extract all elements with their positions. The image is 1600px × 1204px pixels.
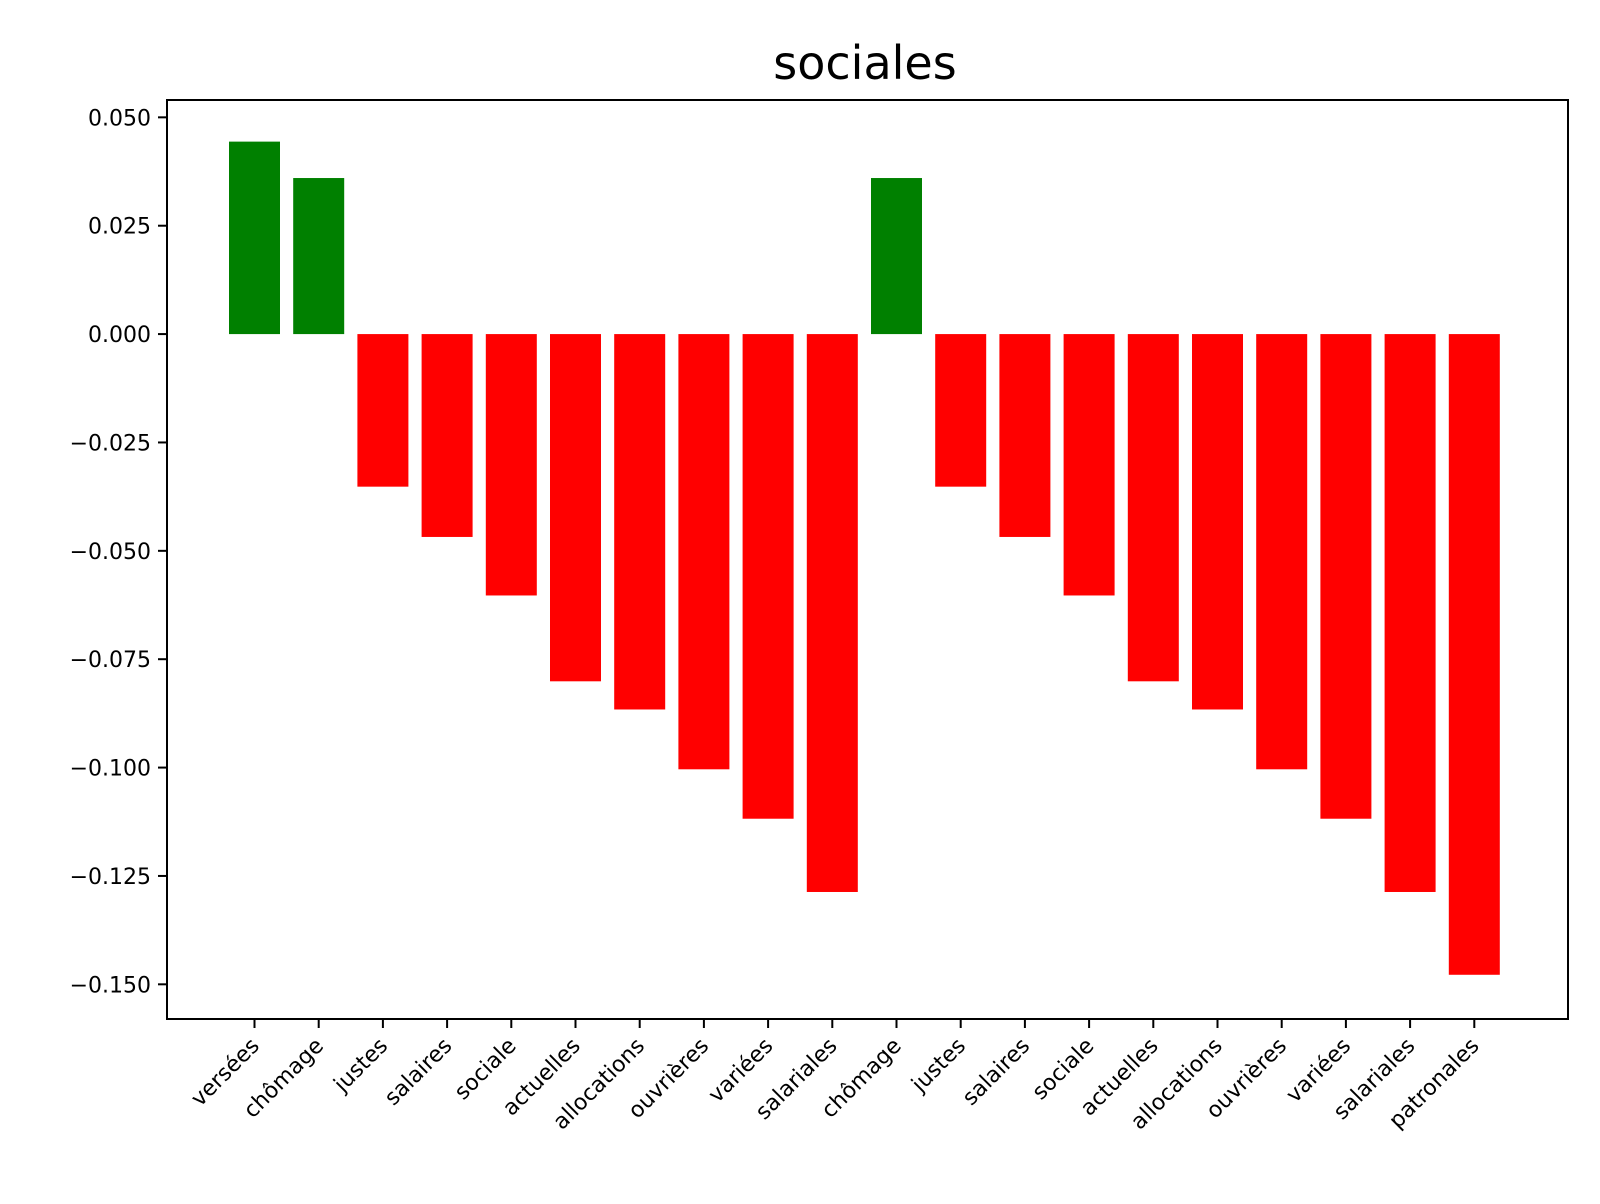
bar-5-sociale bbox=[485, 334, 537, 596]
bar-12-justes bbox=[935, 334, 987, 487]
bar-14-sociale bbox=[1063, 334, 1115, 596]
x-tick-label: salaires bbox=[958, 1034, 1035, 1111]
bar-16-allocations bbox=[1192, 334, 1243, 710]
bar-9-variées bbox=[742, 334, 794, 819]
y-tick-label: 0.050 bbox=[88, 106, 151, 131]
y-axis: 0.050 0.025 0.000 −0.025 −0.050 −0.075 −0.100 −… bbox=[70, 106, 167, 998]
bar-2-chômage bbox=[293, 178, 345, 335]
x-tick-label: salaires bbox=[380, 1034, 457, 1111]
y-tick-label: 0.000 bbox=[88, 323, 151, 348]
y-tick-label: −0.100 bbox=[70, 757, 151, 782]
bar-11-chômage bbox=[871, 178, 922, 335]
bar-13-salaires bbox=[999, 334, 1051, 537]
y-tick-label: −0.150 bbox=[70, 973, 151, 998]
bar-7-allocations bbox=[614, 334, 666, 710]
bar-6-actuelles bbox=[550, 334, 601, 682]
x-tick-label: justes bbox=[329, 1034, 393, 1098]
bar-20-patronales bbox=[1448, 334, 1500, 975]
bar-3-justes bbox=[357, 334, 409, 487]
y-tick-label: −0.050 bbox=[70, 540, 151, 565]
y-tick-label: −0.025 bbox=[70, 431, 151, 456]
bar-4-salaires bbox=[421, 334, 473, 537]
plot-frame bbox=[166, 99, 1569, 1020]
bar-1-versées bbox=[229, 141, 280, 335]
chart-title: sociales bbox=[773, 36, 956, 90]
y-tick-label: −0.125 bbox=[70, 865, 151, 890]
bar-18-variées bbox=[1320, 334, 1372, 819]
bar-8-ouvrières bbox=[678, 334, 730, 770]
bar-19-salariales bbox=[1384, 334, 1436, 892]
bar-15-actuelles bbox=[1127, 334, 1179, 682]
x-tick-label: justes bbox=[906, 1034, 970, 1098]
bar-10-salariales bbox=[806, 334, 858, 892]
bar-17-ouvrières bbox=[1256, 334, 1308, 770]
bars-layer bbox=[229, 141, 1500, 975]
y-tick-label: 0.025 bbox=[88, 215, 151, 240]
y-tick-label: −0.075 bbox=[70, 648, 151, 673]
